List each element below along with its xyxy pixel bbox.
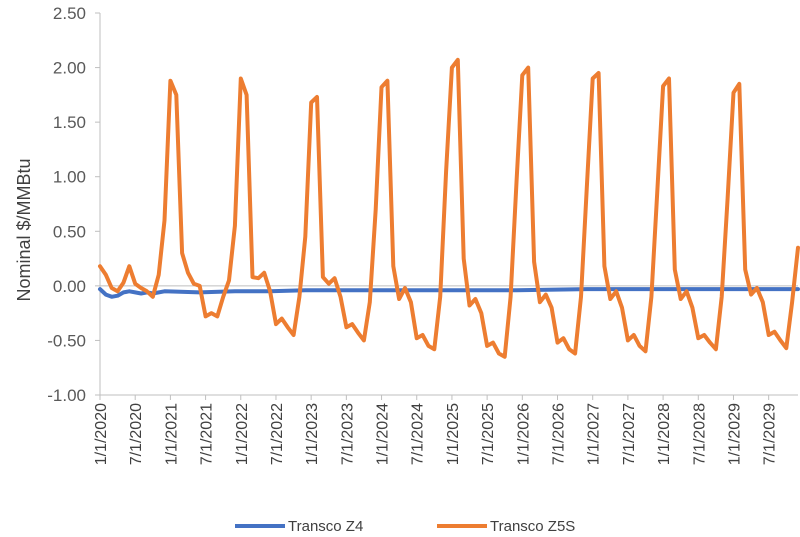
- x-tick-label: 7/1/2029: [762, 403, 779, 465]
- series-line-transco-z5s: [98, 57, 800, 359]
- x-tick-label: 1/1/2026: [515, 403, 532, 465]
- x-tick-label: 1/1/2025: [445, 403, 462, 465]
- x-tick-label: 1/1/2021: [163, 403, 180, 465]
- x-tick-label: 7/1/2026: [551, 403, 568, 465]
- x-tick-label: 7/1/2020: [128, 403, 145, 465]
- y-tick-label: 2.00: [53, 59, 86, 78]
- x-tick-label: 7/1/2023: [339, 403, 356, 465]
- x-tick-label: 7/1/2021: [199, 403, 216, 465]
- x-tick-label: 1/1/2020: [93, 403, 110, 465]
- y-axis-ticks: -1.00 -0.50 0.00 0.50 1.00 1.50 2.00 2.50: [47, 4, 100, 405]
- x-tick-label: 7/1/2024: [410, 403, 427, 465]
- plot-area: [99, 13, 798, 396]
- y-tick-label: 0.50: [53, 222, 86, 241]
- x-tick-label: 7/1/2027: [621, 403, 638, 465]
- x-tick-label: 7/1/2022: [269, 403, 286, 465]
- series-line-transco-z4: [98, 287, 800, 299]
- x-tick-label: 1/1/2024: [375, 403, 392, 465]
- y-tick-label: 2.50: [53, 4, 86, 23]
- x-tick-label: 1/1/2027: [586, 403, 603, 465]
- y-tick-label: 0.00: [53, 277, 86, 296]
- y-tick-label: -0.50: [47, 331, 86, 350]
- legend-label: Transco Z4: [288, 518, 363, 535]
- y-tick-label: 1.50: [53, 113, 86, 132]
- series-lines: [98, 57, 800, 359]
- y-tick-label: 1.00: [53, 168, 86, 187]
- x-tick-label: 7/1/2025: [480, 403, 497, 465]
- x-tick-label: 1/1/2022: [234, 403, 251, 465]
- x-tick-label: 1/1/2029: [726, 403, 743, 465]
- x-tick-label: 7/1/2028: [691, 403, 708, 465]
- x-axis-ticks: 1/1/2020 7/1/2020 1/1/2021 7/1/2021 1/1/2022…: [93, 395, 779, 465]
- y-tick-label: -1.00: [47, 386, 86, 405]
- x-tick-label: 1/1/2028: [656, 403, 673, 465]
- legend-label: Transco Z5S: [490, 518, 575, 535]
- x-tick-label: 1/1/2023: [304, 403, 321, 465]
- y-axis-title: Nominal $/MMBtu: [14, 158, 34, 301]
- legend: Transco Z4 Transco Z5S: [235, 518, 575, 535]
